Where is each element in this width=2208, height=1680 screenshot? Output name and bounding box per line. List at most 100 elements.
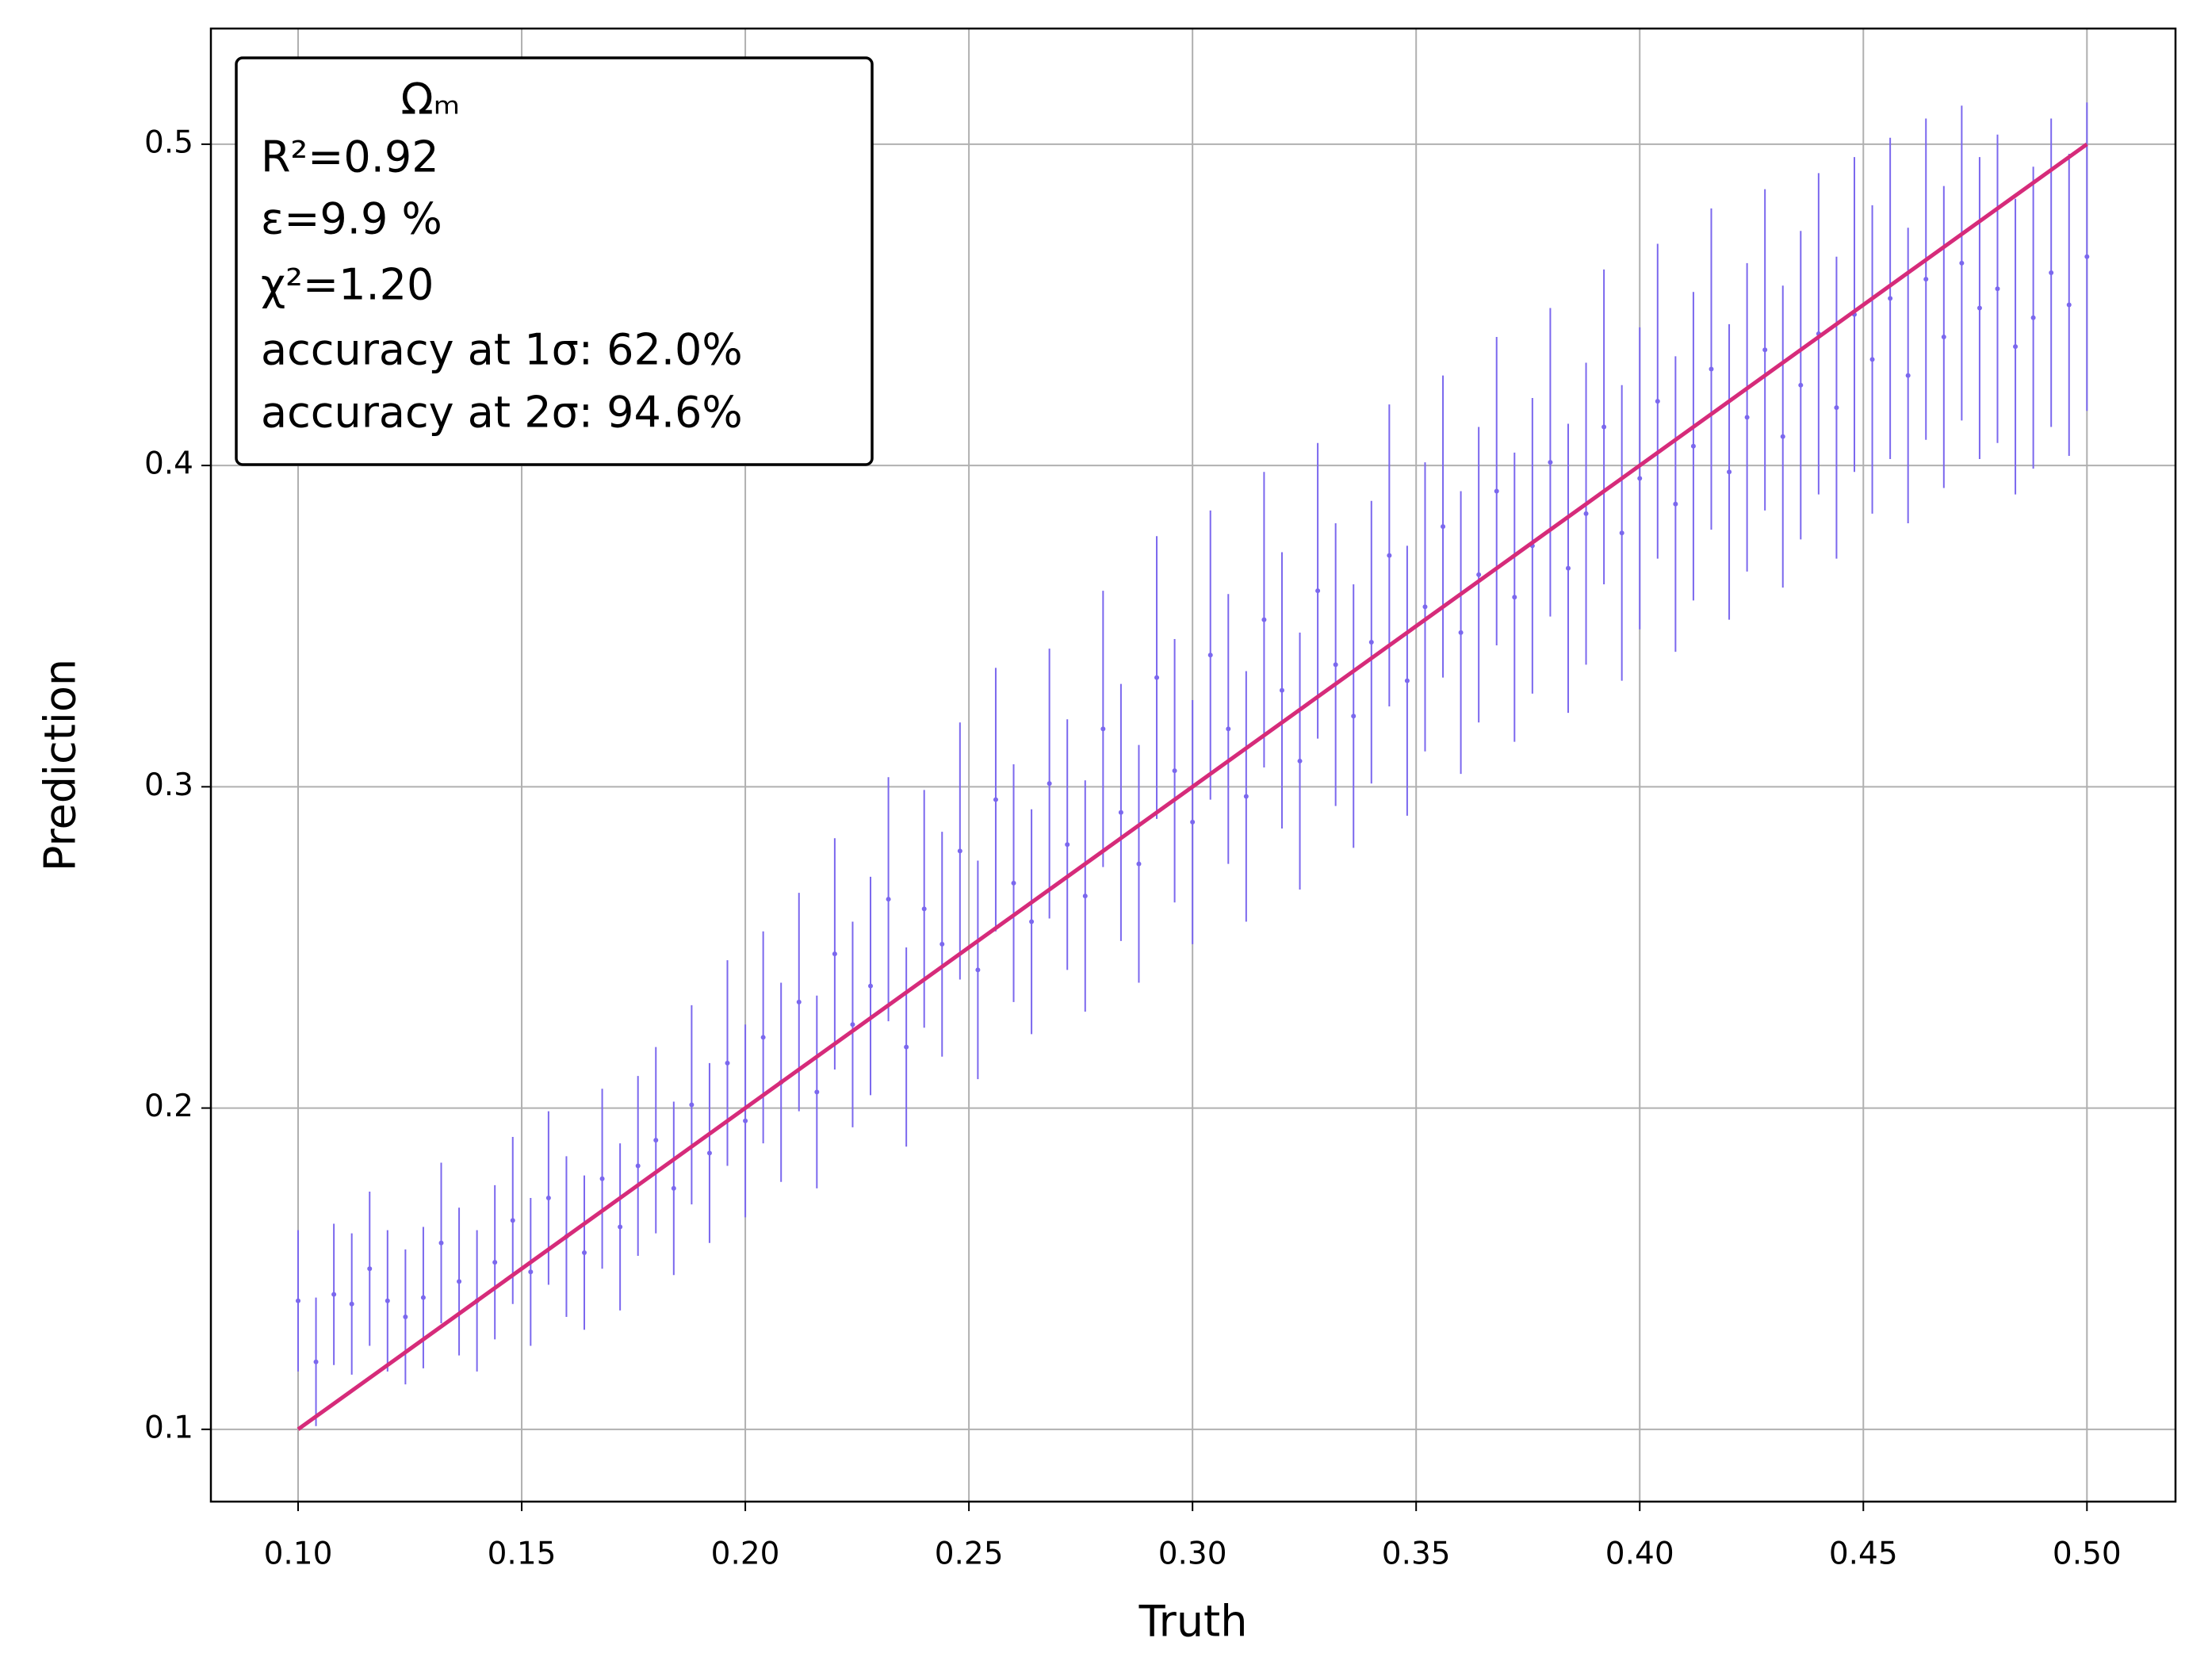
point [1315, 588, 1321, 594]
point [1548, 460, 1553, 465]
point [2049, 270, 2054, 275]
point [1172, 768, 1177, 774]
point [868, 983, 874, 989]
point [1065, 842, 1070, 848]
point [1047, 781, 1052, 786]
point [599, 1176, 605, 1181]
point [1888, 296, 1893, 301]
point [510, 1218, 515, 1223]
point [2013, 344, 2019, 350]
y-tick-label: 0.2 [144, 1089, 193, 1124]
point [1297, 758, 1303, 763]
point [295, 1298, 300, 1303]
point [1673, 501, 1678, 507]
point [1744, 415, 1750, 420]
x-tick-label: 0.50 [2053, 1536, 2122, 1572]
point [1959, 260, 1965, 266]
point [1441, 524, 1446, 530]
point [689, 1102, 695, 1108]
point [939, 941, 945, 947]
point [760, 1035, 766, 1040]
point [671, 1185, 676, 1191]
point [1476, 572, 1482, 577]
point [1029, 919, 1035, 924]
point [385, 1298, 390, 1303]
point [653, 1138, 659, 1143]
annotation-line: R²=0.92 [261, 132, 439, 182]
point [1082, 894, 1088, 899]
point [492, 1260, 498, 1265]
point [403, 1314, 408, 1319]
annotation-line: accuracy at 2σ: 94.6% [261, 388, 743, 438]
point [1226, 726, 1231, 732]
point [921, 906, 927, 912]
x-tick-label: 0.25 [935, 1536, 1004, 1572]
point [1190, 819, 1196, 825]
point [832, 951, 837, 957]
y-tick-label: 0.3 [144, 767, 193, 803]
point [1387, 553, 1392, 558]
x-tick-label: 0.35 [1382, 1536, 1451, 1572]
x-tick-label: 0.30 [1158, 1536, 1227, 1572]
point [1404, 678, 1410, 683]
point [1780, 434, 1785, 439]
point [1136, 861, 1142, 867]
point [1923, 277, 1929, 282]
x-tick-label: 0.15 [488, 1536, 557, 1572]
point [1118, 809, 1123, 815]
point [367, 1266, 373, 1272]
x-tick-label: 0.45 [1829, 1536, 1898, 1572]
point [457, 1279, 462, 1284]
annotation-line: χ²=1.20 [261, 260, 434, 310]
point [743, 1118, 748, 1123]
y-axis-label: Prediction [36, 659, 86, 871]
point [1100, 726, 1106, 732]
y-tick-label: 0.4 [144, 446, 193, 482]
point [1619, 530, 1624, 536]
point [796, 999, 802, 1005]
point [993, 797, 998, 802]
x-tick-label: 0.40 [1605, 1536, 1674, 1572]
point [1834, 405, 1839, 411]
point [331, 1292, 337, 1297]
y-tick-label: 0.1 [144, 1410, 193, 1445]
point [528, 1269, 534, 1275]
point [904, 1044, 909, 1050]
point [814, 1089, 820, 1095]
point [1941, 335, 1946, 340]
point [1798, 382, 1804, 388]
point [1011, 880, 1016, 886]
point [635, 1163, 641, 1169]
point [1422, 604, 1428, 610]
point [313, 1359, 319, 1364]
point [349, 1301, 354, 1307]
point [1637, 476, 1643, 481]
point [1655, 399, 1660, 404]
point [2066, 302, 2072, 308]
point [1261, 617, 1267, 622]
point [1243, 794, 1249, 799]
point [1333, 662, 1338, 668]
point [850, 1022, 855, 1028]
point [1494, 488, 1499, 494]
point [1869, 357, 1875, 362]
point [545, 1196, 551, 1201]
point [1690, 443, 1696, 449]
point [1565, 565, 1571, 571]
point [886, 897, 891, 902]
point [1583, 511, 1589, 516]
point [1762, 347, 1768, 353]
y-tick-label: 0.5 [144, 124, 193, 160]
point [420, 1295, 426, 1300]
axes-frame [209, 27, 2177, 1503]
identity-line [297, 142, 2088, 1431]
point [1154, 675, 1160, 680]
point [618, 1224, 623, 1230]
point [1458, 630, 1464, 635]
point [1905, 373, 1911, 378]
point [1279, 687, 1284, 693]
x-tick-label: 0.10 [264, 1536, 333, 1572]
point [1709, 366, 1714, 372]
